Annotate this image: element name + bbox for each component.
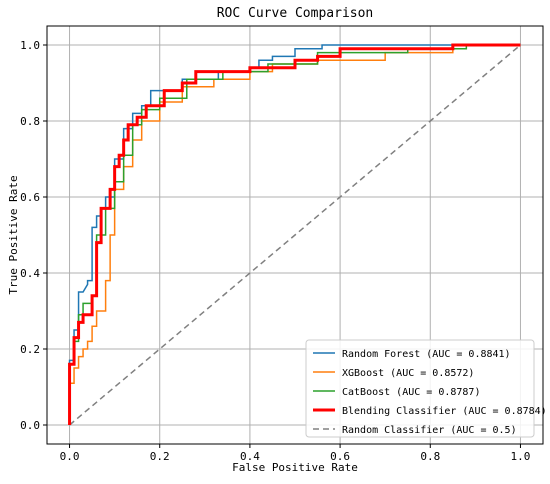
legend-label-2: CatBoost (AUC = 0.8787) — [342, 387, 480, 398]
series-line-3 — [68, 43, 521, 425]
series-lines — [68, 43, 521, 426]
y-tick-label: 0.0 — [20, 419, 40, 432]
x-tick-label: 1.0 — [511, 450, 531, 463]
legend-label-1: XGBoost (AUC = 0.8572) — [342, 368, 474, 379]
x-tick-label: 0.0 — [60, 450, 80, 463]
chart-title: ROC Curve Comparison — [217, 6, 374, 21]
y-tick-label: 0.6 — [20, 191, 40, 204]
series-line-4 — [69, 44, 521, 426]
grid-lines — [47, 26, 543, 444]
y-tick-label: 0.2 — [20, 343, 40, 356]
x-tick-label: 0.6 — [330, 450, 350, 463]
legend-label-0: Random Forest (AUC = 0.8841) — [342, 349, 511, 360]
legend-label-3: Blending Classifier (AUC = 0.8784) — [342, 406, 547, 417]
y-tick-label: 1.0 — [20, 39, 40, 52]
axis-ticks: 0.0 0.2 0.4 0.6 0.8 1.0 0.0 0.2 0.4 0.6 0.8 1.0 — [20, 39, 530, 463]
legend: Random Forest (AUC = 0.8841) XGBoost (AUC… — [305, 339, 547, 438]
x-tick-label: 0.4 — [240, 450, 260, 463]
y-tick-label: 0.8 — [20, 115, 40, 128]
legend-box — [305, 339, 535, 438]
series-line-0 — [68, 44, 521, 425]
legend-label-4: Random Classifier (AUC = 0.5) — [342, 425, 517, 436]
x-tick-label: 0.8 — [420, 450, 440, 463]
y-tick-label: 0.4 — [20, 267, 40, 280]
x-axis-label: False Positive Rate — [232, 461, 358, 474]
plot-frame — [46, 25, 544, 445]
x-tick-label: 0.2 — [150, 450, 170, 463]
y-axis-label: True Positive Rate — [7, 175, 20, 294]
